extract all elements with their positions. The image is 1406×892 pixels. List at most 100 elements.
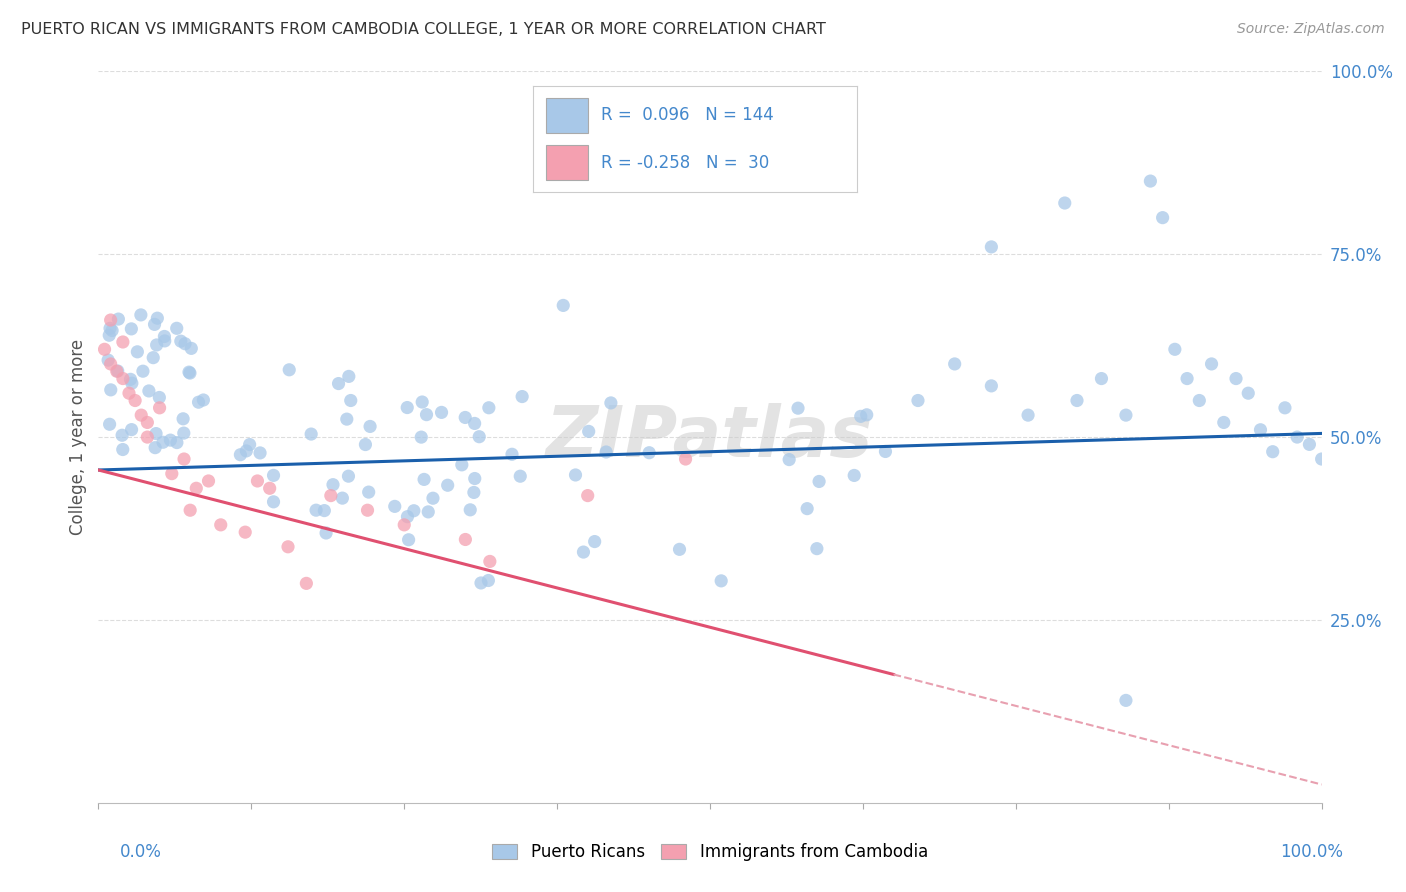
Point bbox=[354, 437, 377, 451]
Y-axis label: College, 1 year or more: College, 1 year or more bbox=[69, 339, 87, 535]
Point bbox=[583, 534, 606, 549]
Point bbox=[100, 357, 122, 371]
Point bbox=[121, 423, 143, 437]
Point bbox=[332, 491, 354, 505]
Point bbox=[470, 576, 492, 591]
Point bbox=[173, 426, 195, 441]
Point bbox=[1310, 452, 1333, 467]
Point bbox=[197, 474, 219, 488]
Text: PUERTO RICAN VS IMMIGRANTS FROM CAMBODIA COLLEGE, 1 YEAR OR MORE CORRELATION CHA: PUERTO RICAN VS IMMIGRANTS FROM CAMBODIA… bbox=[21, 22, 825, 37]
Point bbox=[186, 481, 208, 495]
Point bbox=[578, 425, 600, 439]
Point bbox=[454, 410, 477, 425]
Point bbox=[411, 395, 433, 409]
Point bbox=[160, 467, 183, 481]
Point bbox=[509, 469, 531, 483]
Point bbox=[599, 396, 621, 410]
Point bbox=[101, 324, 124, 338]
Point bbox=[1017, 408, 1039, 422]
Point bbox=[259, 481, 281, 495]
Point bbox=[124, 393, 146, 408]
Point bbox=[1152, 211, 1174, 225]
Point bbox=[1298, 437, 1320, 451]
Point bbox=[142, 351, 165, 365]
Point bbox=[1139, 174, 1161, 188]
Text: Source: ZipAtlas.com: Source: ZipAtlas.com bbox=[1237, 22, 1385, 37]
Point bbox=[463, 485, 485, 500]
Point bbox=[1115, 408, 1137, 422]
Point bbox=[159, 433, 181, 447]
Point bbox=[97, 353, 120, 368]
Point bbox=[145, 338, 167, 352]
Point bbox=[246, 474, 269, 488]
Point bbox=[209, 517, 232, 532]
Point bbox=[1274, 401, 1296, 415]
Point bbox=[295, 576, 318, 591]
Point bbox=[402, 504, 425, 518]
Point bbox=[1053, 196, 1076, 211]
Point bbox=[415, 408, 437, 422]
Point bbox=[107, 364, 129, 378]
Point bbox=[1164, 343, 1187, 357]
Point bbox=[129, 408, 152, 422]
Point bbox=[233, 525, 256, 540]
Point bbox=[564, 467, 586, 482]
Point bbox=[98, 328, 121, 343]
Point bbox=[138, 384, 160, 398]
Point bbox=[478, 401, 501, 415]
Point bbox=[98, 321, 121, 335]
Point bbox=[1249, 423, 1271, 437]
Point bbox=[145, 426, 167, 441]
Point bbox=[808, 475, 831, 489]
Point bbox=[339, 393, 361, 408]
Point bbox=[411, 430, 433, 444]
Point bbox=[129, 308, 152, 322]
Point bbox=[173, 452, 195, 467]
Point bbox=[450, 458, 472, 472]
Point bbox=[576, 489, 599, 503]
Point bbox=[1175, 371, 1198, 385]
Point bbox=[172, 412, 194, 426]
Point bbox=[1090, 371, 1112, 385]
Point bbox=[174, 336, 197, 351]
Point bbox=[328, 376, 350, 391]
Point bbox=[263, 468, 285, 483]
Point bbox=[98, 417, 121, 432]
Point bbox=[510, 390, 533, 404]
Point bbox=[1225, 371, 1247, 385]
Point bbox=[356, 503, 378, 517]
Point bbox=[1115, 693, 1137, 707]
Point bbox=[136, 430, 159, 444]
Point bbox=[322, 477, 344, 491]
Point bbox=[153, 334, 176, 348]
Point bbox=[239, 437, 262, 451]
Point bbox=[1261, 444, 1284, 458]
Point bbox=[787, 401, 810, 416]
Point bbox=[146, 311, 169, 326]
Point bbox=[277, 540, 299, 554]
Point bbox=[179, 503, 201, 517]
Point bbox=[1286, 430, 1309, 444]
Point bbox=[305, 503, 328, 517]
Point bbox=[319, 489, 342, 503]
Point bbox=[1212, 416, 1234, 430]
Point bbox=[111, 371, 134, 385]
Point bbox=[179, 366, 201, 380]
Point bbox=[778, 452, 800, 467]
Point bbox=[392, 517, 416, 532]
Point bbox=[187, 395, 209, 409]
Point bbox=[121, 376, 143, 391]
Point bbox=[263, 495, 285, 509]
Point bbox=[249, 446, 271, 460]
Point bbox=[384, 500, 406, 514]
Point bbox=[166, 321, 188, 335]
Point bbox=[396, 509, 419, 524]
Point bbox=[337, 469, 360, 483]
Point bbox=[105, 364, 128, 378]
Point bbox=[152, 435, 174, 450]
Point bbox=[149, 401, 172, 415]
Point bbox=[136, 416, 159, 430]
Point bbox=[501, 447, 523, 461]
Point bbox=[1188, 393, 1211, 408]
Point bbox=[572, 545, 595, 559]
